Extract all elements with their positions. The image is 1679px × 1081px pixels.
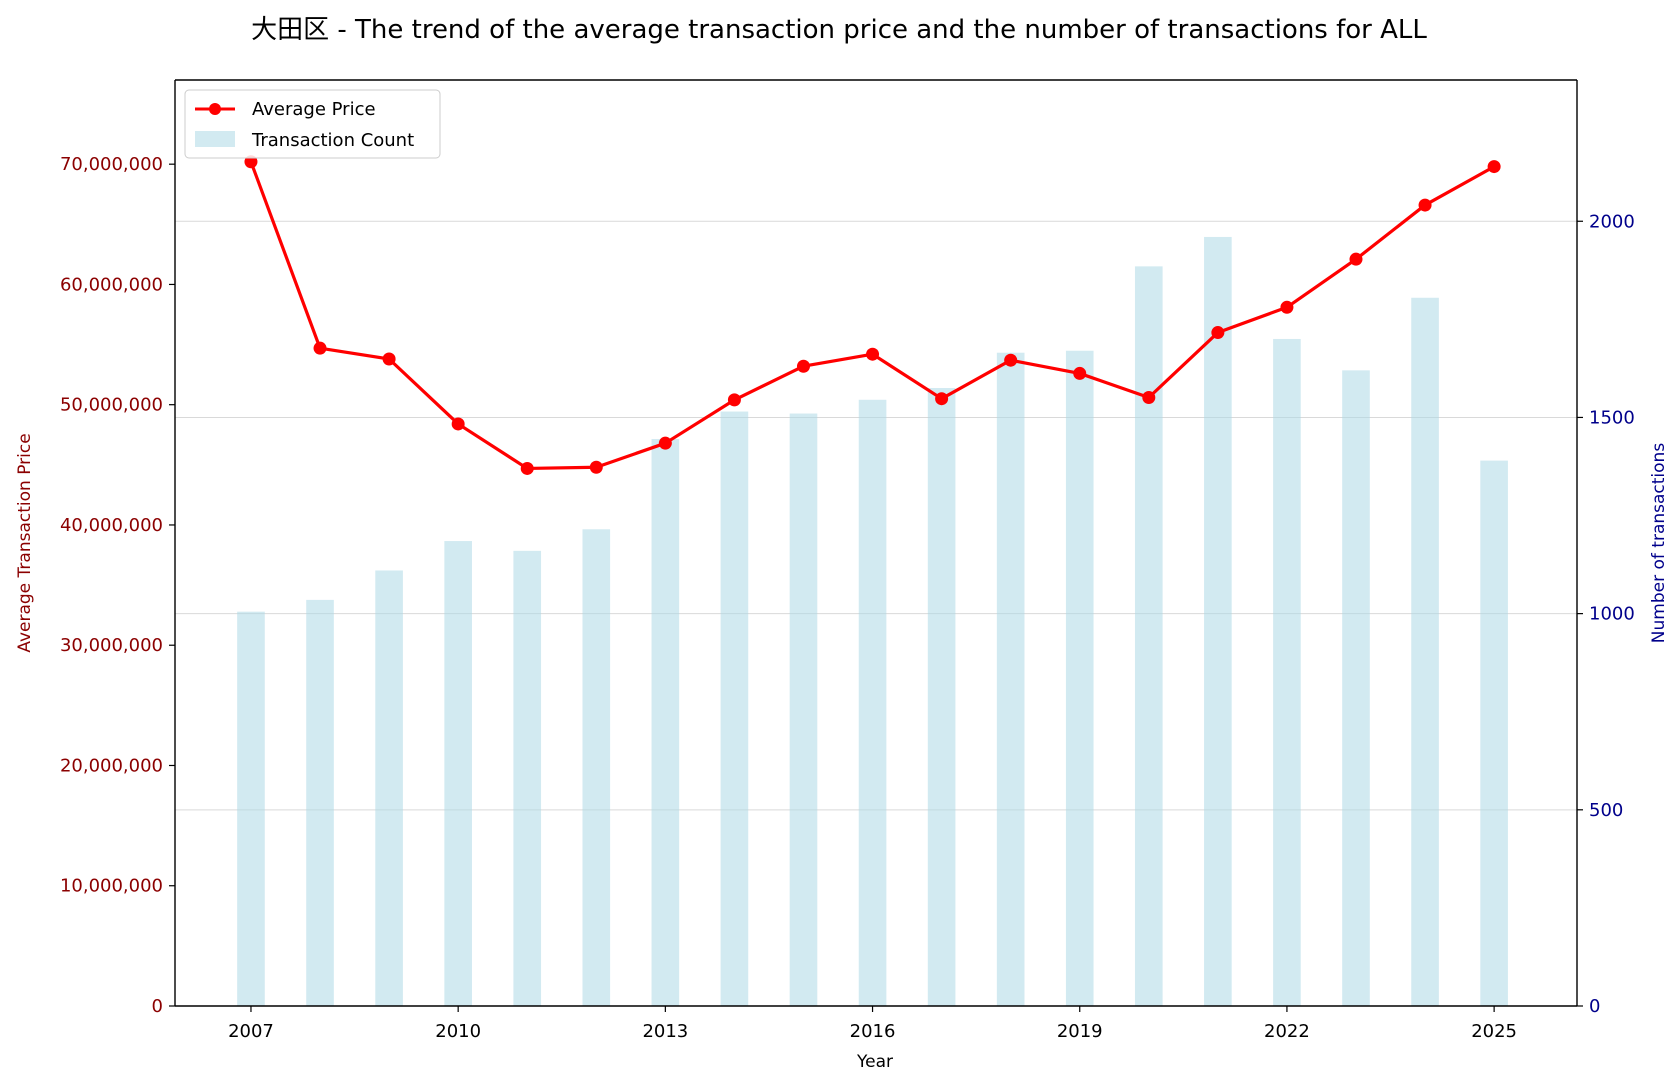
- x-tick-label: 2010: [435, 1021, 481, 1042]
- legend-box: [184, 89, 441, 159]
- bar-transaction-count-2017: [927, 388, 956, 1007]
- axes-layer: 0 10,000,000 20,000,000 30,000,000 40,000,00…: [60, 79, 1635, 1042]
- bars-layer: [237, 236, 1508, 1007]
- point-average-price-2021: [1211, 326, 1225, 340]
- y-tick-label-right: 0: [1589, 996, 1600, 1017]
- legend-marker-average-price: [209, 103, 221, 115]
- point-average-price-2017: [935, 392, 949, 406]
- point-average-price-2007: [244, 155, 258, 169]
- y-tick-label-left: 30,000,000: [60, 635, 163, 656]
- legend: Average Price Transaction Count: [184, 89, 441, 159]
- y-tick-label-right: 1000: [1589, 604, 1635, 625]
- point-average-price-2013: [658, 436, 672, 450]
- point-average-price-2019: [1073, 366, 1087, 380]
- legend-label-transaction-count: Transaction Count: [251, 130, 414, 151]
- point-average-price-2020: [1142, 390, 1156, 404]
- point-average-price-2025: [1487, 160, 1501, 174]
- bar-transaction-count-2025: [1480, 460, 1508, 1006]
- bar-transaction-count-2011: [513, 550, 542, 1006]
- bar-transaction-count-2015: [789, 413, 818, 1006]
- x-tick-label: 2013: [642, 1021, 688, 1042]
- point-average-price-2018: [1004, 353, 1018, 367]
- bar-transaction-count-2007: [237, 611, 265, 1006]
- bar-transaction-count-2021: [1204, 236, 1232, 1006]
- bar-transaction-count-2024: [1411, 297, 1439, 1006]
- point-average-price-2022: [1280, 300, 1294, 314]
- bar-transaction-count-2014: [720, 411, 749, 1007]
- point-average-price-2009: [382, 352, 396, 366]
- bar-transaction-count-2009: [375, 570, 403, 1006]
- y-tick-label-right: 1500: [1589, 407, 1635, 428]
- bar-transaction-count-2018: [996, 352, 1025, 1006]
- y-tick-label-left: 40,000,000: [60, 515, 163, 536]
- point-average-price-2011: [520, 461, 534, 475]
- bar-transaction-count-2013: [651, 439, 680, 1006]
- y-tick-label-left: 70,000,000: [60, 154, 163, 175]
- bar-transaction-count-2022: [1273, 338, 1301, 1007]
- x-tick-label: 2025: [1471, 1021, 1517, 1042]
- bar-transaction-count-2012: [582, 529, 611, 1006]
- y-tick-label-left: 50,000,000: [60, 395, 163, 416]
- point-average-price-2015: [796, 359, 810, 373]
- bar-transaction-count-2008: [306, 599, 334, 1006]
- chart-title: 大田区 - The trend of the average transacti…: [251, 15, 1427, 45]
- point-average-price-2012: [589, 460, 603, 474]
- legend-label-average-price: Average Price: [252, 99, 376, 120]
- bar-transaction-count-2016: [858, 399, 887, 1006]
- y-tick-label-left: 0: [152, 996, 163, 1017]
- point-average-price-2008: [313, 341, 327, 355]
- x-tick-label: 2019: [1057, 1021, 1103, 1042]
- legend-swatch-transaction-count: [195, 131, 235, 147]
- y-axis-label-left: Average Transaction Price: [15, 433, 35, 652]
- line-layer: [244, 155, 1501, 475]
- x-tick-label: 2022: [1264, 1021, 1310, 1042]
- bar-transaction-count-2019: [1065, 350, 1094, 1006]
- x-tick-label: 2007: [228, 1021, 274, 1042]
- point-average-price-2010: [451, 417, 465, 431]
- point-average-price-2023: [1349, 252, 1363, 266]
- y-tick-label-right: 2000: [1589, 211, 1635, 232]
- point-average-price-2016: [866, 347, 880, 361]
- bar-transaction-count-2010: [444, 541, 472, 1006]
- y-tick-label-left: 10,000,000: [60, 876, 163, 897]
- y-tick-label-right: 500: [1589, 800, 1623, 821]
- point-average-price-2024: [1418, 198, 1432, 212]
- y-axis-label-right: Number of transactions: [1649, 443, 1669, 644]
- bar-transaction-count-2020: [1134, 266, 1163, 1007]
- y-tick-label-left: 20,000,000: [60, 755, 163, 776]
- x-tick-label: 2016: [850, 1021, 896, 1042]
- y-tick-label-left: 60,000,000: [60, 274, 163, 295]
- x-axis-label: Year: [856, 1052, 893, 1072]
- point-average-price-2014: [727, 393, 741, 407]
- bar-transaction-count-2023: [1342, 370, 1370, 1006]
